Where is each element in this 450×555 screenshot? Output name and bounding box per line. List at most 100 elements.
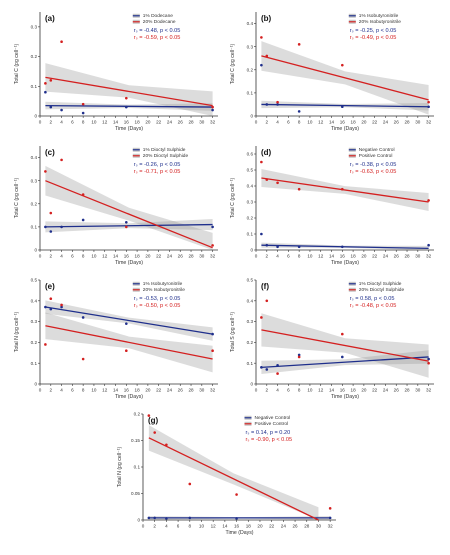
data-point [49, 211, 53, 215]
y-tick-label: 0.3 [247, 319, 254, 324]
legend-label: 1% Dodecane [143, 13, 173, 19]
panel-label: (a) [45, 14, 55, 23]
data-point [297, 43, 301, 46]
x-tick-label: 32 [426, 254, 432, 259]
data-point [265, 178, 269, 181]
data-point [265, 243, 269, 247]
x-tick-label: 26 [394, 120, 400, 125]
data-point [235, 493, 238, 496]
data-point [147, 414, 151, 417]
y-tick-label: 0.5 [31, 278, 38, 283]
data-point [44, 225, 47, 229]
data-point [341, 105, 344, 109]
x-tick-label: 24 [167, 388, 173, 393]
x-tick-label: 0 [39, 388, 42, 393]
x-tick-label: 18 [135, 388, 141, 393]
y-tick-label: 0.2 [247, 216, 254, 221]
correlation-stat: rₛ = -0.48, p < 0.05 [134, 28, 181, 34]
x-tick-label: 28 [188, 388, 194, 393]
x-axis-title: Time (Days) [115, 126, 143, 132]
x-tick-label: 24 [383, 120, 389, 125]
data-point [125, 220, 128, 224]
data-point [297, 187, 301, 191]
data-point [81, 218, 85, 222]
x-tick-label: 14 [329, 254, 335, 259]
x-tick-label: 12 [102, 388, 108, 393]
confidence-band [148, 425, 319, 520]
confidence-band [45, 165, 213, 250]
data-point [44, 170, 47, 173]
correlation-stat: rₛ = 0.58, p < 0.05 [350, 296, 395, 302]
x-tick-label: 26 [178, 120, 184, 125]
data-point [235, 517, 238, 520]
x-tick-label: 16 [340, 254, 346, 259]
data-point [81, 193, 85, 196]
correlation-stat: rₛ = 0.14, p = 0.20 [246, 430, 291, 436]
y-tick-label: 0.1 [31, 224, 38, 229]
y-tick-label: 0 [34, 382, 37, 387]
x-tick-label: 8 [189, 524, 192, 529]
x-tick-label: 22 [156, 388, 162, 393]
x-tick-label: 26 [394, 388, 400, 393]
data-point [427, 361, 430, 365]
x-tick-label: 20 [145, 388, 151, 393]
panel-label: (b) [261, 14, 272, 23]
panel-label: (c) [45, 148, 55, 157]
data-point [81, 357, 85, 361]
x-tick-label: 6 [71, 254, 74, 259]
x-tick-label: 26 [394, 254, 400, 259]
data-point [49, 230, 53, 233]
data-point [125, 105, 128, 109]
y-tick-label: 0.3 [31, 24, 38, 29]
y-tick-label: 0.2 [31, 340, 38, 345]
data-point [276, 363, 279, 367]
x-tick-label: 28 [404, 388, 410, 393]
legend-label: 1% Dioctyl Sulphide [143, 147, 186, 153]
y-tick-label: 0 [137, 518, 140, 523]
data-point [165, 517, 168, 520]
data-point [44, 343, 47, 346]
x-tick-label: 8 [82, 120, 85, 125]
y-tick-label: 0.15 [131, 438, 140, 443]
x-tick-label: 6 [287, 254, 290, 259]
x-tick-label: 16 [340, 388, 346, 393]
panel-label: (d) [261, 148, 272, 157]
x-axis-title: Time (Days) [115, 260, 143, 266]
correlation-stat: rₛ = -0.50, p < 0.05 [134, 303, 181, 309]
x-tick-label: 6 [287, 120, 290, 125]
x-tick-label: 30 [199, 388, 205, 393]
correlation-stat: rₛ = -0.90, p < 0.05 [246, 437, 293, 443]
data-point [297, 353, 301, 357]
y-tick-label: 0 [250, 248, 253, 253]
data-point [49, 297, 53, 301]
x-tick-label: 6 [71, 388, 74, 393]
data-point [60, 303, 63, 307]
x-tick-label: 22 [269, 524, 275, 529]
data-point [276, 372, 279, 375]
x-tick-label: 4 [60, 388, 63, 393]
y-tick-label: 0.5 [247, 278, 254, 283]
y-tick-label: 0.4 [247, 298, 254, 303]
x-tick-label: 10 [91, 120, 97, 125]
x-tick-label: 16 [234, 524, 240, 529]
data-point [81, 111, 85, 115]
x-tick-label: 2 [266, 254, 269, 259]
x-tick-label: 18 [135, 254, 141, 259]
y-axis-title: Total C (pg cell⁻¹) [14, 43, 20, 84]
x-tick-label: 26 [178, 254, 184, 259]
y-tick-label: 0 [250, 382, 253, 387]
data-point [260, 160, 263, 164]
data-point [260, 232, 263, 236]
x-tick-label: 6 [287, 388, 290, 393]
x-tick-label: 22 [372, 388, 378, 393]
x-tick-label: 20 [361, 254, 367, 259]
data-point [265, 103, 269, 106]
x-tick-label: 28 [404, 254, 410, 259]
x-tick-label: 2 [153, 524, 156, 529]
data-point [265, 299, 269, 303]
regression-line [45, 306, 213, 335]
x-tick-label: 2 [50, 120, 53, 125]
legend-label: 1% Dioctyl Sulphide [359, 281, 402, 287]
y-tick-label: 0.4 [247, 21, 254, 26]
x-tick-label: 30 [415, 388, 421, 393]
